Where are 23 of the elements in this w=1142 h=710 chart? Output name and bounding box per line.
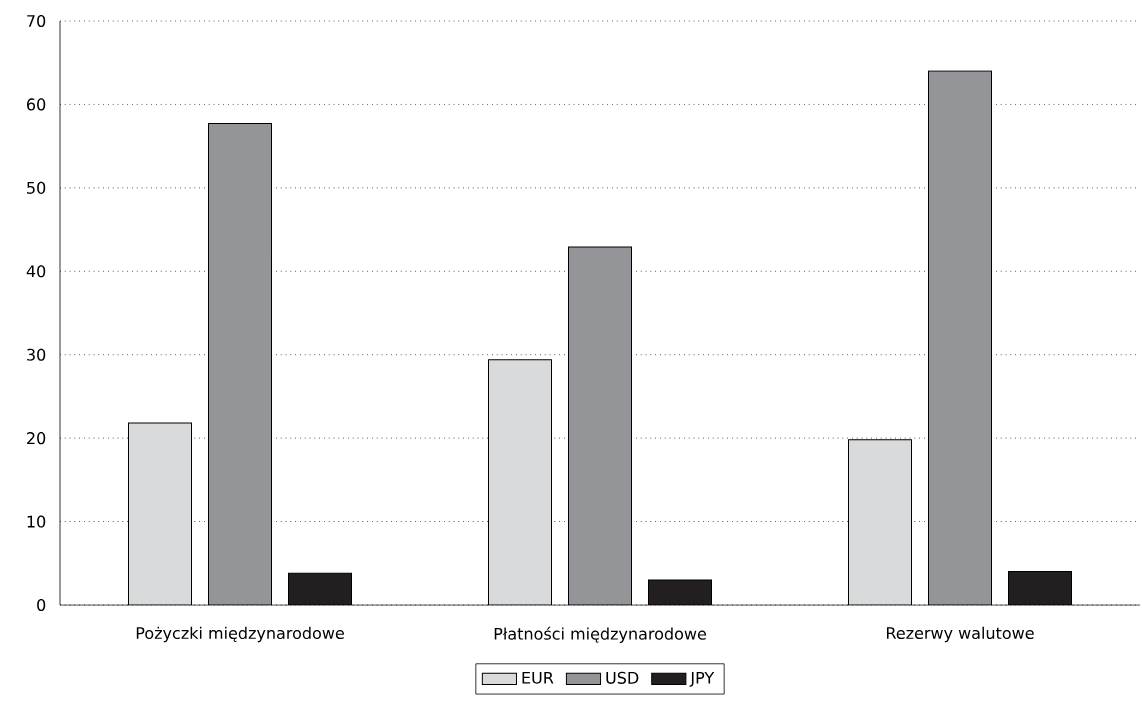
- bar: [208, 123, 272, 605]
- bar: [128, 423, 192, 605]
- y-tick-label: 60: [27, 98, 46, 111]
- bar: [648, 579, 712, 605]
- x-tick-label: Rezerwy walutowe: [886, 626, 1034, 643]
- bar: [928, 70, 992, 605]
- bar: [288, 573, 352, 605]
- x-tick-label: Pożyczki międzynarodowe: [136, 626, 344, 643]
- y-tick-label: 10: [27, 515, 46, 528]
- bar: [848, 439, 912, 605]
- bar: [1008, 571, 1072, 605]
- y-tick-label: 0: [37, 598, 46, 612]
- bar: [488, 359, 552, 605]
- x-tick-label: Płatności międzynarodowe: [494, 626, 706, 643]
- legend-label: JPY: [689, 671, 715, 687]
- y-tick-label: 70: [27, 14, 46, 28]
- y-tick-label: 20: [27, 432, 46, 445]
- bar: [568, 247, 632, 605]
- y-tick-label: 40: [26, 265, 46, 278]
- legend-label: EUR: [522, 671, 554, 684]
- y-tick-label: 30: [27, 348, 46, 361]
- legend-label: USD: [606, 671, 639, 684]
- y-tick-label: 50: [27, 181, 46, 194]
